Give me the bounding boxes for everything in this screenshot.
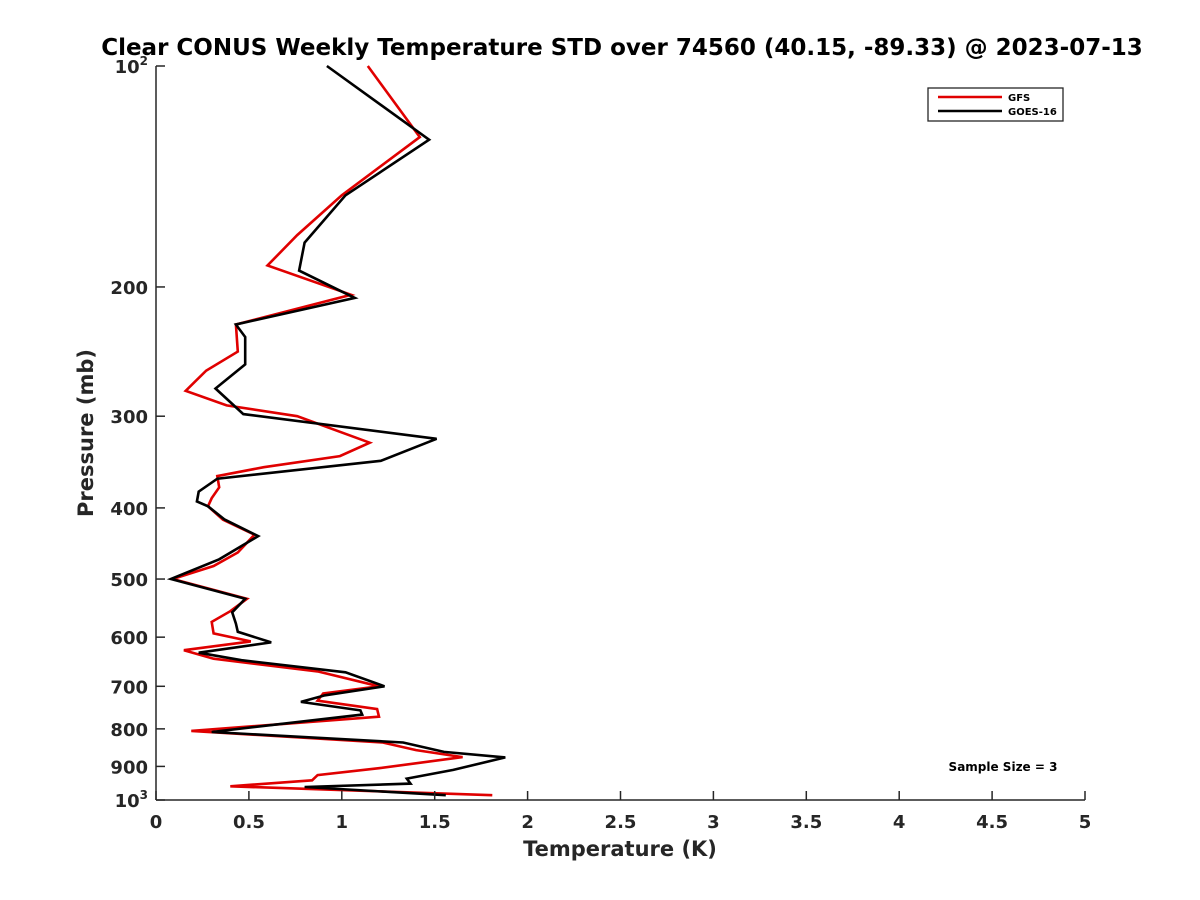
series-line-goes-16	[166, 64, 506, 797]
x-tick-label: 2.5	[605, 812, 637, 833]
x-tick-label: 4.5	[976, 812, 1008, 833]
x-tick-label: 1	[336, 812, 349, 833]
y-tick-label: 500	[110, 570, 148, 591]
chart-title: Clear CONUS Weekly Temperature STD over …	[101, 35, 1143, 61]
x-axis-label: Temperature (K)	[523, 837, 717, 861]
sample-size-annotation: Sample Size = 3	[949, 760, 1058, 774]
y-tick-label: 700	[110, 677, 148, 698]
y-tick-label: 103	[115, 788, 148, 812]
y-tick-label: 400	[110, 499, 148, 520]
y-tick-label: 800	[110, 720, 148, 741]
x-tick-label: 2	[521, 812, 534, 833]
x-axis: 0 0.5 1 1.5 2 2.5 3 3.5 4 4.5 5	[150, 791, 1092, 833]
x-tick-label: 0.5	[233, 812, 265, 833]
x-tick-label: 4	[893, 812, 906, 833]
y-tick-label: 102	[115, 54, 148, 78]
y-tick-label: 900	[110, 757, 148, 778]
plot-area	[166, 64, 506, 797]
y-tick-label: 600	[110, 628, 148, 649]
legend: GFS GOES-16	[927, 87, 1064, 122]
x-tick-label: 3.5	[790, 812, 822, 833]
legend-entry: GFS	[1008, 93, 1030, 104]
x-tick-label: 3	[707, 812, 720, 833]
series-line-gfs	[168, 65, 493, 797]
legend-box	[927, 87, 1064, 122]
y-axis: 102 200 300 400 500 600 700 800 900 103	[110, 54, 165, 812]
y-axis-label: Pressure (mb)	[74, 349, 98, 517]
x-tick-label: 1.5	[419, 812, 451, 833]
y-tick-label: 200	[110, 278, 148, 299]
x-tick-label: 0	[150, 812, 163, 833]
x-tick-label: 5	[1079, 812, 1092, 833]
legend-entry: GOES-16	[1008, 107, 1057, 118]
y-tick-label: 300	[110, 407, 148, 428]
